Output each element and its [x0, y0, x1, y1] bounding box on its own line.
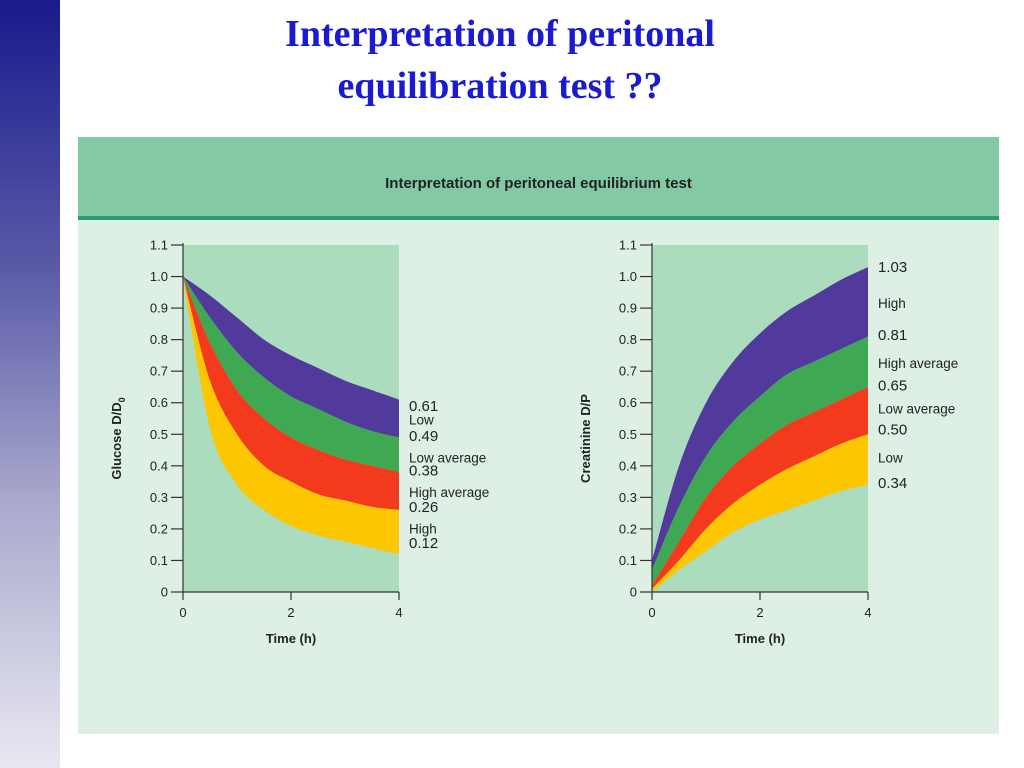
- glucose-band-low-average: [183, 276, 399, 473]
- glucose-y-tick-label: 0.3: [150, 490, 168, 505]
- glucose-y-tick-label: 0.6: [150, 395, 168, 410]
- glucose-y-axis-label: Glucose D/D0: [109, 397, 127, 479]
- creatinine-x-tick-label: 0: [648, 605, 655, 620]
- creatinine-y-tick-label: 0.9: [619, 301, 637, 316]
- creatinine-y-axis-label: Creatinine D/P: [578, 394, 593, 483]
- creatinine-band-low-average: [652, 386, 868, 589]
- glucose-y-tick-label: 0.9: [150, 301, 168, 316]
- glucose-y-tick-label: 0.2: [150, 521, 168, 536]
- glucose-y-tick-label: 0.7: [150, 364, 168, 379]
- creatinine-y-tick-label: 0.6: [619, 395, 637, 410]
- glucose-band-high: [183, 276, 399, 555]
- glucose-band-label: High average: [409, 485, 489, 500]
- creatinine-y-tick-label: 0.5: [619, 427, 637, 442]
- glucose-y-tick-label: 0: [161, 585, 168, 600]
- creatinine-band-label: High: [878, 296, 906, 311]
- figure-panel: Interpretation of peritoneal equilibrium…: [78, 137, 999, 734]
- glucose-y-tick-label: 1.0: [150, 269, 168, 284]
- creatinine-band-low: [652, 434, 868, 592]
- glucose-x-axis-label: Time (h): [266, 631, 316, 646]
- creatinine-band-label: Low: [878, 450, 903, 465]
- glucose-band-low: [183, 276, 399, 438]
- creatinine-y-tick-label: 0.4: [619, 458, 637, 473]
- creatinine-band-label: 0.50: [878, 422, 907, 439]
- glucose-band-label: 0.61: [409, 398, 438, 415]
- glucose-x-tick-label: 2: [287, 605, 294, 620]
- creatinine-band-label: 0.81: [878, 327, 907, 344]
- glucose-y-tick-label: 0.8: [150, 332, 168, 347]
- creatinine-band-high: [652, 267, 868, 570]
- slide-title-line-2: equilibration test ??: [337, 65, 663, 107]
- glucose-x-tick-label: 0: [179, 605, 186, 620]
- creatinine-x-tick-label: 4: [864, 605, 871, 620]
- glucose-band-label: 0.49: [409, 428, 438, 445]
- glucose-y-axis-label-subscript: 0: [117, 397, 127, 402]
- glucose-band-label: High: [409, 521, 437, 536]
- creatinine-y-tick-label: 0.1: [619, 553, 637, 568]
- glucose-y-tick-label: 0.1: [150, 553, 168, 568]
- glucose-y-tick-label: 0.4: [150, 458, 168, 473]
- glucose-band-label: 0.38: [409, 463, 438, 480]
- creatinine-x-tick-label: 2: [756, 605, 763, 620]
- glucose-y-tick-label: 0.5: [150, 427, 168, 442]
- slide-title: Interpretation of peritonal equilibratio…: [200, 8, 800, 112]
- creatinine-band-label: Low average: [878, 402, 955, 417]
- glucose-y-tick-label: 1.1: [150, 238, 168, 253]
- creatinine-x-axis-label: Time (h): [735, 631, 785, 646]
- glucose-x-tick-label: 4: [395, 605, 402, 620]
- creatinine-band-high-average: [652, 336, 868, 586]
- glucose-band-label: Low: [409, 413, 434, 428]
- creatinine-y-tick-label: 1.0: [619, 269, 637, 284]
- creatinine-y-tick-label: 0.3: [619, 490, 637, 505]
- glucose-band-label: Low average: [409, 450, 486, 465]
- glucose-band-label: 0.26: [409, 499, 438, 516]
- glucose-band-label: 0.12: [409, 535, 438, 552]
- creatinine-y-tick-label: 0.8: [619, 332, 637, 347]
- charts-svg: 0 0.1 0.2 0.3 0.4 0.5 0.6 0.7 0.8 0.9 1.0 1.1 0 2 4 Tim…: [109, 238, 958, 647]
- slide-sidebar-gradient: [0, 0, 60, 768]
- creatinine-y-tick-label: 0.2: [619, 521, 637, 536]
- slide-title-line-1: Interpretation of peritonal: [285, 13, 715, 55]
- figure-header: Interpretation of peritoneal equilibrium…: [78, 137, 999, 220]
- glucose-y-axis-label-main: Glucose D/D: [109, 402, 124, 479]
- creatinine-y-tick-label: 0.7: [619, 364, 637, 379]
- creatinine-band-label: High average: [878, 356, 958, 371]
- glucose-band-high-average: [183, 276, 399, 510]
- creatinine-band-label: 0.65: [878, 377, 907, 394]
- creatinine-y-tick-label: 1.1: [619, 238, 637, 253]
- figure-title: Interpretation of peritoneal equilibrium…: [385, 175, 692, 192]
- creatinine-band-label: 1.03: [878, 259, 907, 276]
- creatinine-y-axis-label-main: Creatinine D/P: [578, 394, 593, 483]
- creatinine-band-label: 0.34: [878, 475, 907, 492]
- creatinine-y-tick-label: 0: [630, 585, 637, 600]
